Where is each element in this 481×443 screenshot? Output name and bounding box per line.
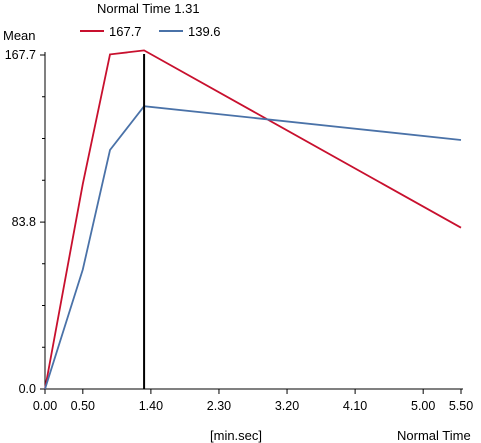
x-axis-unit: [min.sec] [210,428,262,443]
x-tick-label: 2.30 [207,399,231,413]
x-axis-title: Normal Time [397,428,471,443]
y-tick-label: 0.0 [19,382,36,396]
y-axis-title: Mean [3,28,36,43]
y-axis-ticks: 0.0 83.8 167.7 [5,48,45,396]
series-layer [44,49,462,390]
x-tick-label: 1.40 [139,399,163,413]
x-tick-label: 5.50 [449,399,473,413]
legend-label-series-1: 167.7 [109,24,142,39]
x-tick-label: 0.00 [33,399,57,413]
x-axis-ticks: 0.00 0.50 1.40 2.30 3.20 4.10 5.00 5.50 [33,389,473,413]
x-tick-label: 5.00 [411,399,435,413]
series-line-2 [44,105,462,390]
legend-label-series-2: 139.6 [188,24,221,39]
x-tick-label: 3.20 [275,399,299,413]
y-tick-label: 167.7 [5,48,36,62]
x-tick-label: 0.50 [71,399,95,413]
cursor-label: Normal Time 1.31 [97,1,200,16]
series-line-1 [44,49,462,390]
x-tick-label: 4.10 [343,399,367,413]
y-tick-label: 83.8 [12,215,36,229]
